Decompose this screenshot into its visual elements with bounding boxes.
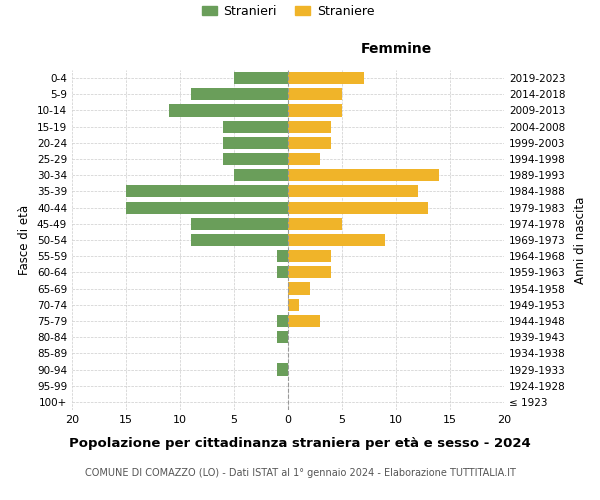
- Bar: [288, 120, 331, 132]
- Bar: [288, 250, 331, 262]
- Bar: [288, 153, 320, 165]
- Text: COMUNE DI COMAZZO (LO) - Dati ISTAT al 1° gennaio 2024 - Elaborazione TUTTITALIA: COMUNE DI COMAZZO (LO) - Dati ISTAT al 1…: [85, 468, 515, 477]
- Text: Femmine: Femmine: [361, 42, 431, 56]
- Bar: [288, 186, 418, 198]
- Bar: [277, 266, 288, 278]
- Bar: [288, 72, 364, 84]
- Bar: [277, 364, 288, 376]
- Bar: [288, 88, 342, 101]
- Bar: [288, 234, 385, 246]
- Text: Popolazione per cittadinanza straniera per età e sesso - 2024: Popolazione per cittadinanza straniera p…: [69, 438, 531, 450]
- Y-axis label: Fasce di età: Fasce di età: [19, 205, 31, 275]
- Bar: [126, 202, 288, 213]
- Bar: [277, 250, 288, 262]
- Bar: [234, 169, 288, 181]
- Bar: [223, 120, 288, 132]
- Bar: [126, 186, 288, 198]
- Bar: [288, 282, 310, 294]
- Bar: [169, 104, 288, 117]
- Bar: [288, 169, 439, 181]
- Bar: [223, 153, 288, 165]
- Bar: [223, 137, 288, 149]
- Bar: [288, 202, 428, 213]
- Bar: [277, 331, 288, 343]
- Bar: [234, 72, 288, 84]
- Bar: [288, 266, 331, 278]
- Bar: [191, 88, 288, 101]
- Bar: [288, 137, 331, 149]
- Bar: [277, 315, 288, 327]
- Bar: [288, 315, 320, 327]
- Y-axis label: Anni di nascita: Anni di nascita: [574, 196, 587, 284]
- Bar: [288, 218, 342, 230]
- Bar: [191, 218, 288, 230]
- Bar: [288, 298, 299, 311]
- Legend: Stranieri, Straniere: Stranieri, Straniere: [197, 0, 379, 23]
- Bar: [288, 104, 342, 117]
- Bar: [191, 234, 288, 246]
